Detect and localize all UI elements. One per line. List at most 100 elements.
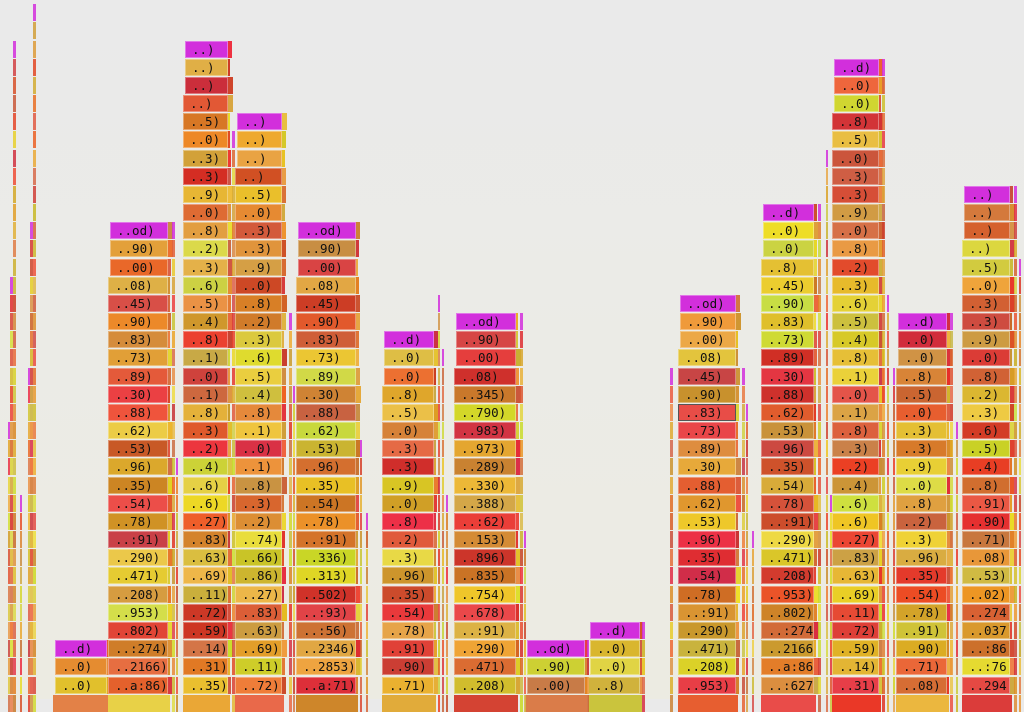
- flame-frame[interactable]: ..45): [108, 294, 168, 312]
- flame-frame[interactable]: ..8): [183, 331, 228, 349]
- flame-frame-child[interactable]: [282, 276, 285, 294]
- flame-frame-child[interactable]: [585, 640, 588, 658]
- flame-frame-child[interactable]: [1010, 204, 1015, 222]
- flame-frame-child[interactable]: [947, 585, 950, 603]
- flame-frame-sliver[interactable]: [826, 313, 828, 331]
- flame-frame-child[interactable]: [228, 494, 230, 512]
- flame-frame-sliver[interactable]: [1014, 676, 1017, 694]
- flame-frame-sliver[interactable]: [232, 276, 235, 294]
- flame-frame-child[interactable]: [814, 603, 817, 621]
- flame-frame[interactable]: ..313): [296, 567, 356, 585]
- flame-frame[interactable]: ..54): [296, 494, 356, 512]
- flame-frame-sliver[interactable]: [30, 476, 33, 494]
- flame-frame-sliver[interactable]: [20, 621, 22, 639]
- flame-frame-sliver[interactable]: [442, 567, 444, 585]
- flame-frame-sliver[interactable]: [176, 676, 178, 694]
- flame-frame-sliver[interactable]: [524, 676, 526, 694]
- flame-frame[interactable]: ..:93): [296, 603, 356, 621]
- flame-frame-sliver[interactable]: [746, 640, 748, 658]
- flame-frame-sliver[interactable]: [956, 658, 958, 676]
- flame-frame-sliver[interactable]: [882, 549, 885, 567]
- flame-frame[interactable]: ..72): [832, 621, 879, 639]
- flame-frame-sliver[interactable]: [956, 531, 958, 549]
- flame-frame-child[interactable]: [736, 549, 739, 567]
- flame-frame-child[interactable]: [168, 476, 173, 494]
- flame-frame-sliver[interactable]: [950, 440, 953, 458]
- flame-frame-sliver[interactable]: [13, 476, 16, 494]
- flame-frame-sliver[interactable]: [33, 185, 36, 203]
- flame-frame[interactable]: ..0): [183, 131, 228, 149]
- flame-frame-sliver[interactable]: [360, 658, 362, 676]
- flame-frame-child[interactable]: [282, 385, 286, 403]
- flame-frame-sliver[interactable]: [956, 640, 958, 658]
- flame-frame-sliver[interactable]: [442, 403, 444, 421]
- flame-frame-sliver[interactable]: [28, 676, 30, 694]
- flame-frame-child[interactable]: [814, 258, 817, 276]
- flame-frame-child[interactable]: [228, 658, 230, 676]
- flame-frame-sliver[interactable]: [442, 676, 444, 694]
- flame-frame-child[interactable]: [947, 403, 950, 421]
- flame-frame-child[interactable]: [282, 658, 285, 676]
- flame-frame-sliver[interactable]: [887, 640, 889, 658]
- flame-frame-sliver[interactable]: [587, 640, 589, 658]
- flame-frame-sliver[interactable]: [1019, 585, 1021, 603]
- flame-frame-sliver[interactable]: [1019, 331, 1021, 349]
- flame-frame-child[interactable]: [1010, 331, 1015, 349]
- flame-frame-sliver[interactable]: [1014, 531, 1017, 549]
- flame-frame-sliver[interactable]: [13, 349, 16, 367]
- flame-frame-sliver[interactable]: [442, 621, 444, 639]
- flame-frame-sliver[interactable]: [8, 422, 10, 440]
- flame-frame[interactable]: ..): [964, 222, 1010, 240]
- flame-frame-sliver[interactable]: [1019, 294, 1021, 312]
- flame-frame-sliver[interactable]: [882, 185, 885, 203]
- flame-frame-child[interactable]: [736, 621, 739, 639]
- flame-frame-child[interactable]: [282, 603, 287, 621]
- flame-frame[interactable]: ..0): [962, 349, 1010, 367]
- flame-frame-sliver[interactable]: [670, 512, 673, 530]
- flame-frame-sliver[interactable]: [826, 403, 828, 421]
- flame-frame-child[interactable]: [168, 567, 170, 585]
- flame-frame-sliver[interactable]: [882, 621, 885, 639]
- flame-frame-sliver[interactable]: [232, 149, 235, 167]
- flame-frame-child[interactable]: [1010, 476, 1014, 494]
- flame-frame-sliver[interactable]: [293, 440, 295, 458]
- flame-frame-sliver[interactable]: [826, 476, 828, 494]
- flame-frame-child[interactable]: [356, 294, 360, 312]
- flame-frame[interactable]: ..953): [678, 676, 736, 694]
- flame-frame-sliver[interactable]: [293, 494, 295, 512]
- flame-frame-sliver[interactable]: [13, 422, 16, 440]
- flame-frame-parent[interactable]: [108, 694, 170, 712]
- flame-frame-child[interactable]: [356, 585, 360, 603]
- flame-frame-child[interactable]: [168, 331, 170, 349]
- flame-frame-sliver[interactable]: [28, 476, 30, 494]
- flame-frame-child[interactable]: [282, 531, 285, 549]
- flame-frame[interactable]: ..30): [108, 385, 168, 403]
- flame-frame-sliver[interactable]: [20, 549, 22, 567]
- flame-frame[interactable]: ..6): [183, 276, 228, 294]
- flame-frame-child[interactable]: [356, 276, 359, 294]
- flame-frame[interactable]: ..08): [296, 276, 356, 294]
- flame-frame-sliver[interactable]: [442, 549, 444, 567]
- flame-frame-sliver[interactable]: [746, 621, 748, 639]
- flame-frame-sliver[interactable]: [176, 621, 178, 639]
- flame-frame-child[interactable]: [640, 621, 643, 639]
- flame-frame[interactable]: ..8): [832, 240, 879, 258]
- flame-frame[interactable]: ..a:71): [296, 676, 356, 694]
- flame-frame-child[interactable]: [947, 313, 950, 331]
- flame-frame-sliver[interactable]: [13, 512, 16, 530]
- flame-frame-sliver[interactable]: [293, 585, 295, 603]
- flame-frame-sliver[interactable]: [13, 313, 16, 331]
- flame-frame[interactable]: ..63): [235, 621, 282, 639]
- flame-frame-sliver[interactable]: [642, 676, 645, 694]
- flame-frame-sliver[interactable]: [13, 403, 16, 421]
- flame-frame[interactable]: ..63): [183, 549, 228, 567]
- flame-frame-child[interactable]: [947, 512, 952, 530]
- flame-frame-sliver[interactable]: [438, 385, 440, 403]
- flame-frame-sliver[interactable]: [172, 567, 175, 585]
- flame-frame-sliver[interactable]: [950, 531, 953, 549]
- flame-frame-sliver[interactable]: [670, 385, 673, 403]
- flame-frame-sliver[interactable]: [742, 676, 745, 694]
- flame-frame[interactable]: ..3): [832, 185, 879, 203]
- flame-frame-sliver[interactable]: [30, 640, 33, 658]
- flame-frame-child[interactable]: [516, 440, 521, 458]
